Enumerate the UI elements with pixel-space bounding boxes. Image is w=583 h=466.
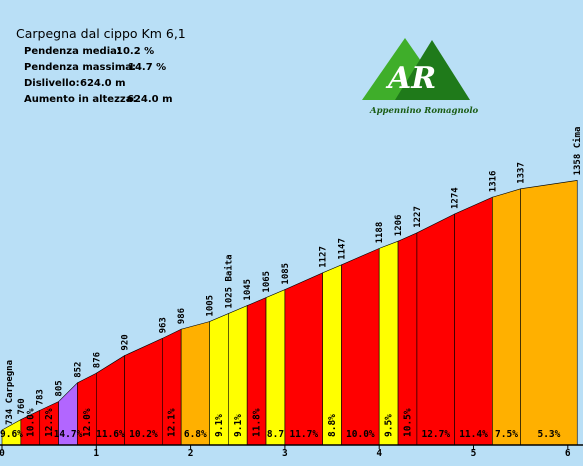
elevation-label: 760 bbox=[17, 398, 27, 414]
appennino-romagnolo-logo: AR Appennino Romagnolo bbox=[362, 38, 479, 116]
grade-label: 8.8% bbox=[327, 414, 338, 437]
x-axis-ticks: 0 1 2 3 4 5 6 bbox=[0, 445, 571, 459]
elevation-label: 1005 bbox=[205, 295, 215, 317]
stat-label: Aumento in altezza: bbox=[24, 94, 136, 105]
profile-segment bbox=[492, 188, 521, 446]
grade-label: 6.8% bbox=[184, 429, 207, 440]
grade-labels: 9.6% 10.0% 12.2%14.7% 12.0% 11.6% 10.2% 12.1% 6… bbox=[0, 408, 561, 440]
x-tick-label: 1 bbox=[93, 448, 99, 459]
elevation-label: 963 bbox=[158, 317, 168, 333]
elevation-label: 1274 bbox=[451, 187, 461, 209]
profile-segment bbox=[284, 272, 323, 446]
elevation-label: 1316 bbox=[488, 171, 498, 193]
grade-label: 10.2% bbox=[129, 429, 158, 440]
x-tick-label: 3 bbox=[282, 448, 288, 459]
elevation-label: 1065 bbox=[262, 271, 272, 293]
profile-segment bbox=[265, 289, 286, 446]
grade-label: 10.5% bbox=[402, 408, 413, 437]
profile-segment bbox=[454, 196, 493, 446]
x-tick-label: 5 bbox=[471, 448, 477, 459]
grade-label: 14.7% bbox=[54, 429, 83, 440]
grade-label: 11.7% bbox=[289, 429, 318, 440]
chart-title: Carpegna dal cippo Km 6,1 bbox=[16, 26, 186, 41]
logo-letters: AR bbox=[385, 61, 436, 96]
grade-label: 12.0% bbox=[82, 408, 93, 437]
grade-label: 11.4% bbox=[459, 429, 488, 440]
grade-label: 7.5% bbox=[495, 429, 518, 440]
profile-segment bbox=[416, 213, 455, 446]
grade-label: 5.3% bbox=[537, 429, 560, 440]
elevation-label: 986 bbox=[177, 308, 187, 324]
stats-panel: Pendenza media: 10.2 % Pendenza massima:… bbox=[24, 46, 173, 105]
stat-value: 10.2 % bbox=[116, 46, 154, 57]
elevation-label: 1045 bbox=[243, 279, 253, 301]
logo-name: Appennino Romagnolo bbox=[369, 106, 479, 116]
elevation-label: 1127 bbox=[319, 246, 329, 268]
elevation-label: 1147 bbox=[337, 238, 347, 260]
x-tick-label: 2 bbox=[188, 448, 194, 459]
grade-label: 10.0% bbox=[346, 429, 375, 440]
profile-segment bbox=[341, 247, 380, 446]
x-tick-label: 4 bbox=[376, 448, 382, 459]
elevation-label: 1206 bbox=[394, 215, 404, 237]
elevation-label: 852 bbox=[73, 362, 83, 378]
stat-label: Pendenza media: bbox=[24, 46, 121, 57]
elevation-label: 1025 Baita bbox=[223, 254, 234, 308]
logo-mountain-right bbox=[395, 40, 470, 100]
elevation-labels: 734 Carpegna 760 783 805 852 876 920 963 986 1005… bbox=[5, 127, 583, 425]
x-tick-label: 6 bbox=[565, 448, 571, 459]
stat-value: 624.0 m bbox=[80, 78, 126, 89]
elevation-label: 876 bbox=[92, 352, 102, 368]
profile-segments bbox=[1, 180, 578, 446]
stat-value: 624.0 m bbox=[127, 94, 173, 105]
grade-label: 11.6% bbox=[96, 429, 125, 440]
elevation-label: 805 bbox=[55, 380, 65, 396]
elevation-label: 1188 bbox=[375, 222, 385, 244]
elevation-label: 1337 bbox=[517, 162, 527, 184]
elevation-label: 1358 Cima bbox=[572, 127, 583, 176]
elevation-label: 734 Carpegna bbox=[5, 360, 15, 425]
grade-label: 12.2% bbox=[44, 408, 55, 437]
stat-label: Dislivello: bbox=[24, 78, 80, 89]
grade-label: 9.1% bbox=[233, 414, 244, 437]
profile-segment bbox=[520, 180, 578, 446]
grade-label: 9.1% bbox=[214, 414, 225, 437]
x-tick-label: 0 bbox=[0, 448, 5, 459]
grade-label: 8.7 bbox=[267, 429, 284, 440]
elevation-label: 1085 bbox=[281, 263, 291, 285]
elevation-label: 1227 bbox=[413, 206, 423, 228]
stat-value: 14.7 % bbox=[128, 62, 166, 73]
grade-label: 11.8% bbox=[252, 408, 263, 437]
grade-label: 9.6% bbox=[0, 429, 23, 440]
grade-label: 9.5% bbox=[384, 414, 395, 437]
elevation-label: 920 bbox=[121, 334, 131, 350]
grade-label: 10.0% bbox=[25, 408, 36, 437]
elevation-label: 783 bbox=[36, 389, 46, 405]
stat-label: Pendenza massima: bbox=[24, 62, 136, 73]
grade-label: 12.1% bbox=[167, 408, 178, 437]
grade-label: 12.7% bbox=[421, 429, 450, 440]
profile-segment bbox=[180, 321, 210, 446]
